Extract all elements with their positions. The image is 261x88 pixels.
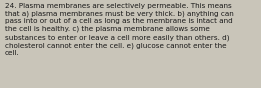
Text: 24. Plasma membranes are selectively permeable. This means
that a) plasma membra: 24. Plasma membranes are selectively per… xyxy=(5,3,233,56)
